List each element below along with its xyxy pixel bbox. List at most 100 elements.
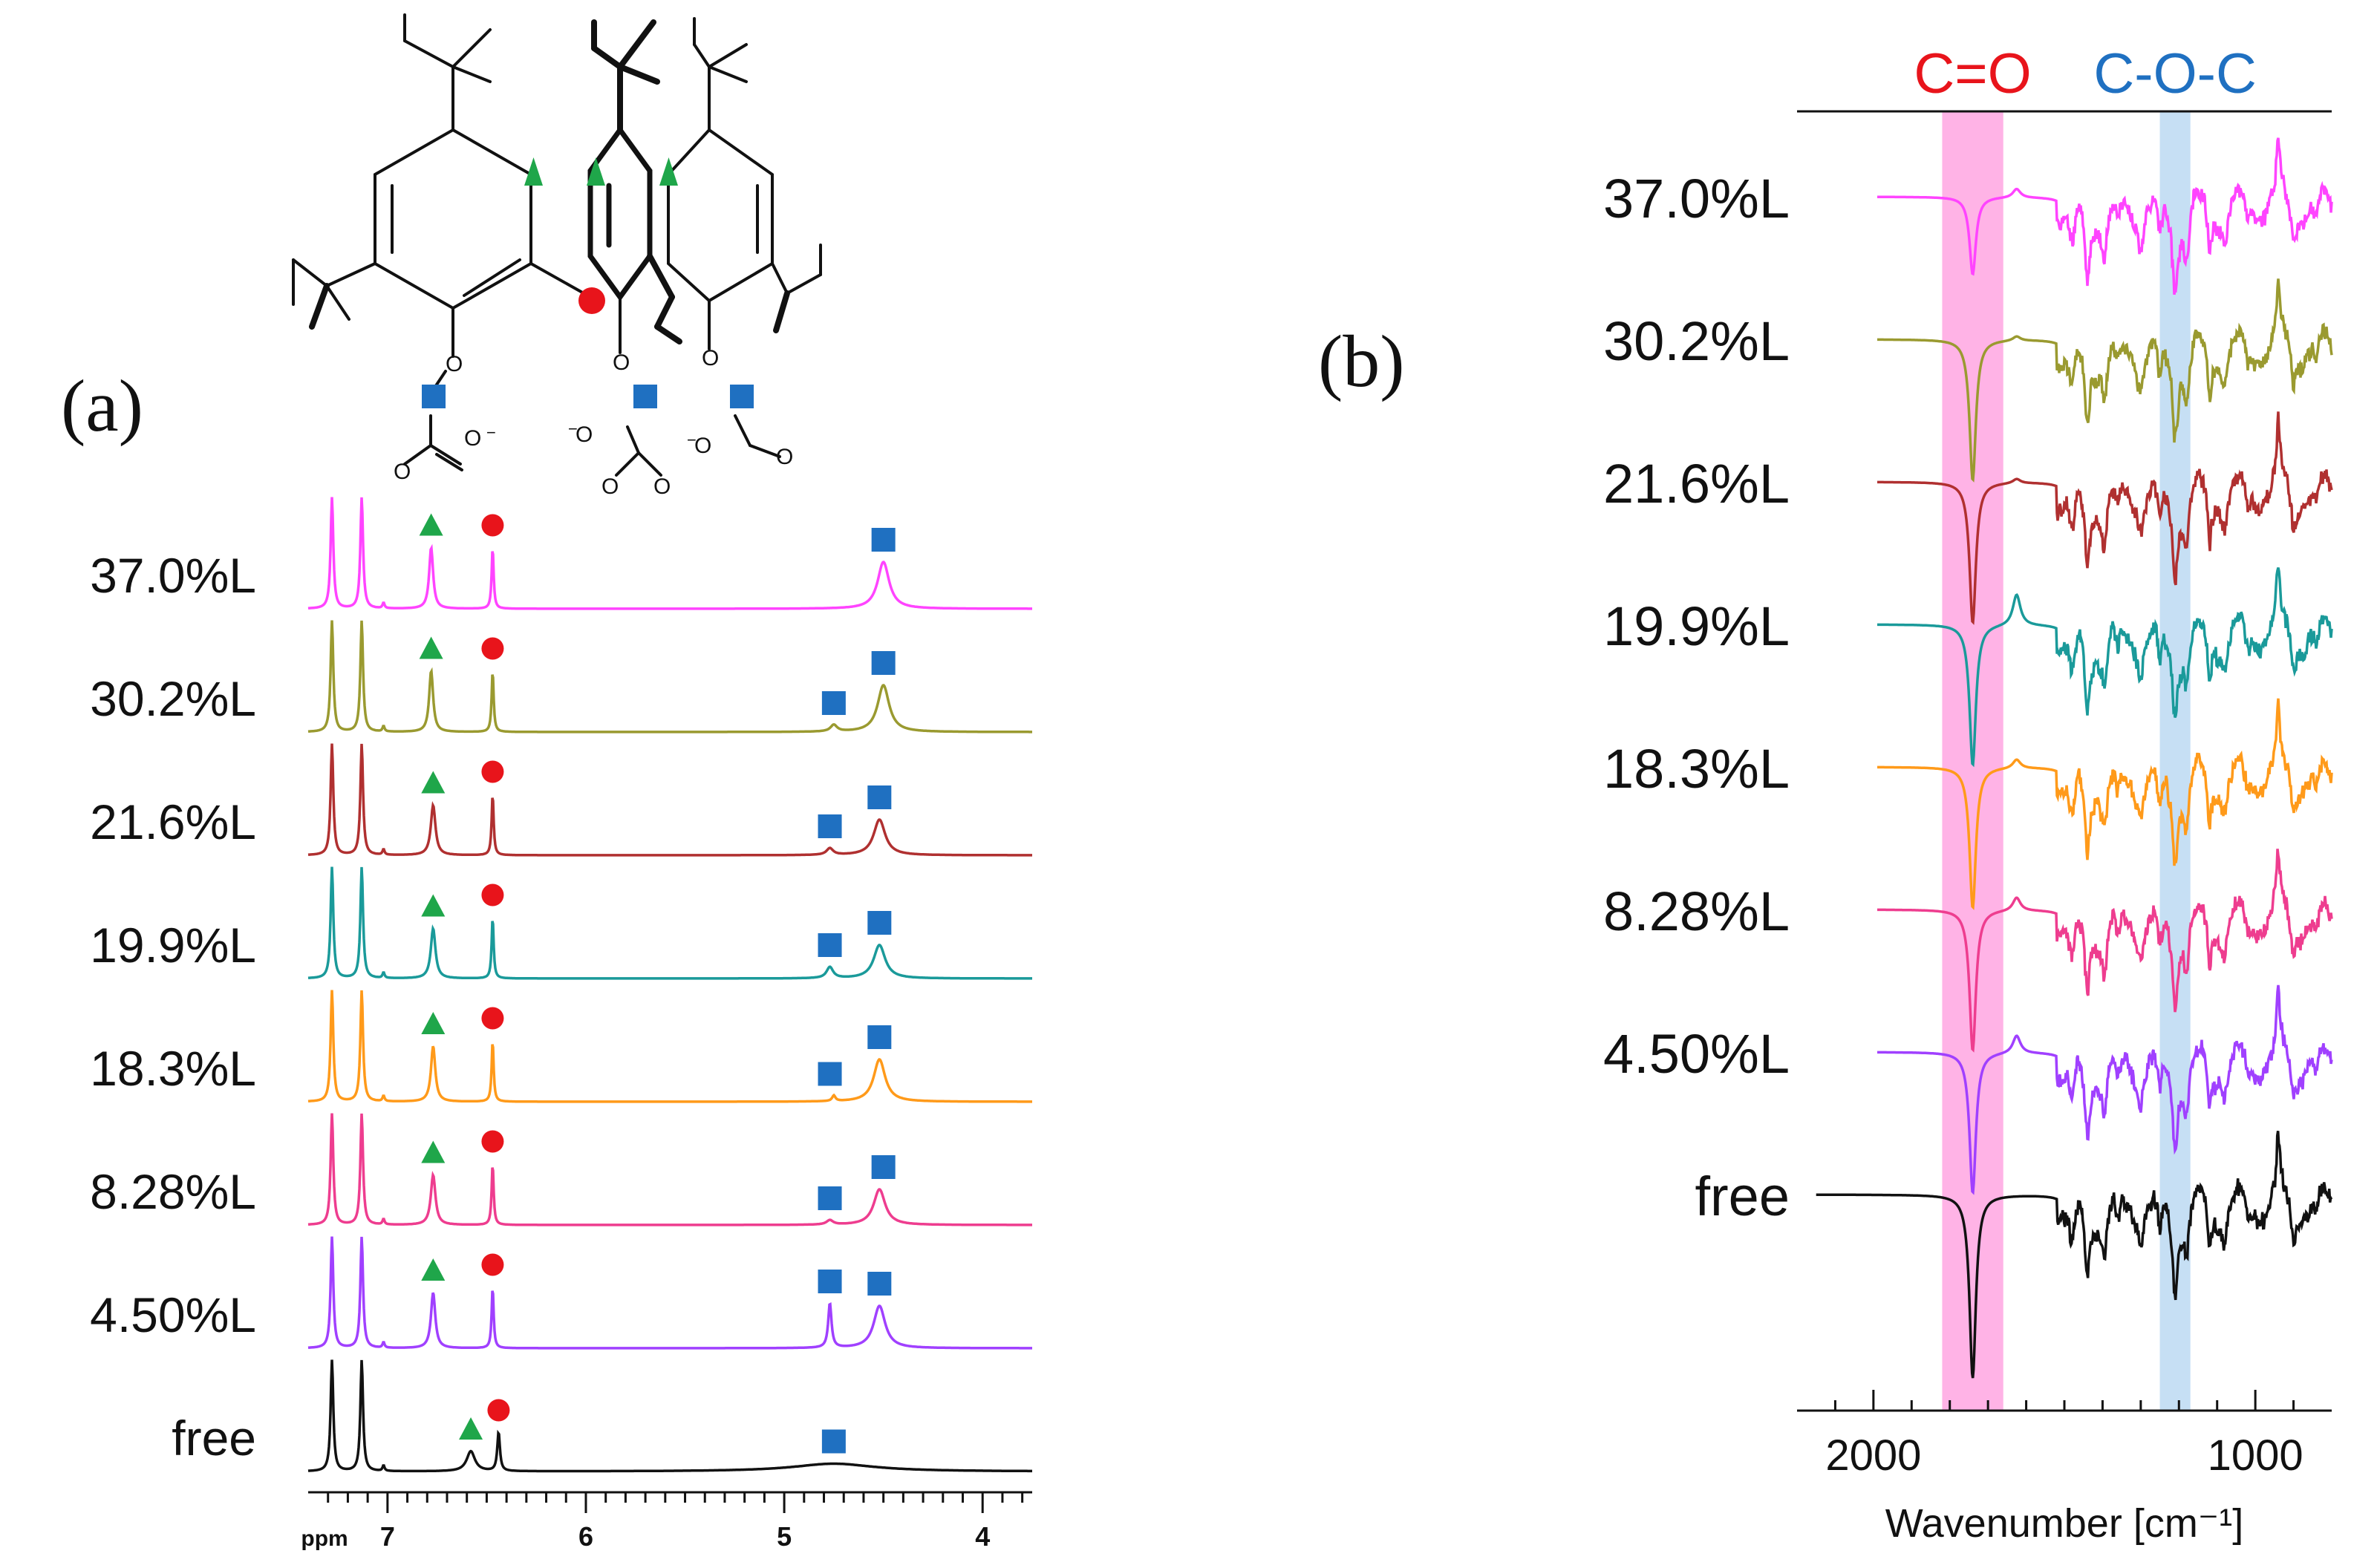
nmr-series-label: 19.9%L: [90, 918, 256, 973]
structure-square-marker: [633, 385, 657, 408]
circle-marker: [481, 1007, 504, 1030]
square-marker: [871, 1155, 896, 1179]
structure-triangle-marker: [659, 157, 678, 186]
circle-marker: [481, 883, 504, 906]
nmr-tick-label: 4: [975, 1521, 990, 1552]
circle-marker: [481, 1130, 504, 1153]
structure-square-marker: [730, 385, 754, 408]
ir-band-label: C-O-C: [2093, 42, 2257, 105]
circle-marker: [481, 637, 504, 660]
triangle-marker: [421, 1258, 446, 1281]
right-bold-chain: [654, 294, 675, 330]
ir-x-axis: 2000 1000 Wavenumber [cm⁻¹]: [1797, 110, 2332, 1546]
left-benzene-ring: [374, 128, 532, 310]
triangle-marker: [421, 1012, 446, 1034]
nmr-series: 4.50%L: [90, 1236, 1032, 1350]
ir-series-label: 21.6%L: [1603, 453, 1790, 514]
square-marker: [818, 1270, 842, 1293]
nmr-series-label: 18.3%L: [90, 1041, 256, 1096]
left-top-alkyl: [451, 65, 492, 83]
nmr-axis-label: ppm: [301, 1526, 348, 1551]
ir-trace: [1877, 411, 2333, 625]
nmr-series: 30.2%L: [90, 620, 1032, 734]
methylene-bridge: [529, 262, 592, 298]
nmr-trace: [307, 1113, 1032, 1226]
ir-axis-label: Wavenumber [cm⁻¹]: [1885, 1501, 2244, 1546]
nmr-spectra: 37.0%L 30.2%L 21.6%L 19.9%L 18.3%L 8.28%L 4.50…: [90, 497, 1032, 1473]
ir-series-label: 30.2%L: [1603, 310, 1790, 372]
nmr-trace: [307, 497, 1032, 610]
nmr-series-label: 21.6%L: [90, 794, 256, 849]
panel-a-label: (a): [61, 365, 143, 447]
nmr-trace: [307, 620, 1032, 734]
ir-band-label: C=O: [1914, 42, 2031, 105]
nmr-trace: [307, 866, 1032, 980]
square-marker: [867, 785, 892, 809]
square-marker: [818, 933, 842, 957]
middle-carboxylate: [626, 425, 640, 454]
ir-trace: [1877, 278, 2333, 483]
ir-series-label: 19.9%L: [1603, 595, 1790, 657]
ir-trace: [1816, 1131, 2333, 1379]
atom-label: O: [702, 346, 719, 370]
triangle-marker: [421, 894, 446, 917]
atom-label: O: [446, 352, 463, 376]
square-marker: [871, 651, 896, 675]
atom-label: O: [694, 434, 711, 458]
square-marker: [821, 1429, 846, 1454]
square-marker: [818, 1062, 842, 1086]
left-side-alkyl: [309, 283, 330, 330]
square-marker: [821, 691, 846, 715]
ir-series: 8.28%L: [1603, 849, 2333, 1053]
structure-triangle-marker: [587, 157, 605, 186]
right-side-alkyl: [771, 262, 789, 295]
left-carboxylate: [435, 453, 463, 471]
ir-series-label: 37.0%L: [1603, 168, 1790, 229]
ir-highlight-bands: C=O C-O-C: [1914, 42, 2257, 1411]
right-bold-chain: [654, 324, 682, 344]
right-carboxylate: [734, 414, 751, 447]
nmr-tick-label: 7: [380, 1521, 395, 1552]
circle-marker: [487, 1399, 510, 1422]
circle-marker: [481, 760, 504, 783]
atom-label: O: [394, 460, 411, 484]
nmr-trace: [307, 1236, 1032, 1350]
middle-carboxylate: [637, 451, 662, 477]
left-ring-double-bond: [463, 258, 521, 297]
nmr-series-label: 4.50%L: [90, 1287, 256, 1342]
panel-b-label: (b): [1318, 320, 1405, 402]
structure-triangle-marker: [524, 157, 543, 186]
ir-trace: [1877, 849, 2333, 1053]
nmr-tick-label: 6: [578, 1521, 593, 1552]
atom-label: −: [687, 431, 697, 449]
nmr-series-label: free: [172, 1411, 256, 1466]
nmr-series: 8.28%L: [90, 1113, 1032, 1226]
left-side-alkyl: [292, 258, 328, 287]
ir-series-label: 4.50%L: [1603, 1023, 1790, 1085]
middle-carboxylate: [615, 451, 640, 477]
triangle-marker: [421, 1140, 446, 1163]
ir-series: 37.0%L: [1603, 137, 2333, 295]
triangle-marker: [459, 1417, 483, 1440]
triangle-marker: [419, 513, 443, 536]
right-top-alkyl: [693, 43, 711, 68]
right-side-alkyl: [786, 273, 822, 295]
atom-label: −: [568, 419, 578, 438]
atom-label: O: [653, 474, 671, 499]
ir-series: 21.6%L: [1603, 411, 2333, 625]
ir-highlight-band: [2159, 111, 2191, 1411]
circle-marker: [481, 1253, 504, 1276]
ir-series: 30.2%L: [1603, 278, 2333, 483]
square-marker: [818, 814, 842, 838]
ir-spectra: 37.0%L 30.2%L 21.6%L 19.9%L 18.3%L 8.28%L 4.50…: [1603, 137, 2333, 1379]
circle-marker: [481, 514, 504, 537]
left-carboxylate: [403, 444, 432, 466]
atom-label: O: [575, 422, 593, 447]
nmr-series-label: 8.28%L: [90, 1164, 256, 1219]
atom-label: −: [486, 423, 496, 442]
right-carboxylate: [749, 444, 781, 458]
square-marker: [867, 1272, 892, 1296]
structure-circle-marker: [578, 287, 605, 314]
nmr-trace: [307, 1359, 1032, 1473]
